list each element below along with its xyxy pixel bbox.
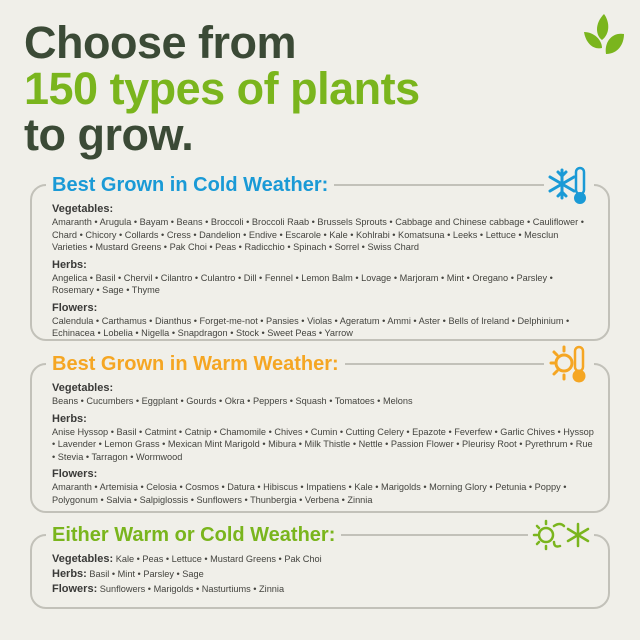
either-weather-header: Either Warm or Cold Weather: — [46, 518, 594, 552]
herbs-label: Herbs: — [52, 412, 87, 425]
cold-weather-title: Best Grown in Cold Weather: — [46, 173, 335, 197]
divider — [338, 184, 540, 186]
herbs-label: Herbs: — [52, 258, 87, 271]
herbs-label: Herbs: — [52, 568, 87, 580]
headline-line-2: 150 types of plants — [24, 63, 420, 114]
snowflake-thermometer-icon — [544, 164, 594, 206]
headline-line-1: Choose from — [24, 17, 297, 68]
cold-weather-list: Vegetables: Amaranth • Arugula • Bayam •… — [52, 198, 594, 340]
vegetables-list: Amaranth • Arugula • Bayam • Beans • Bro… — [52, 217, 584, 252]
flowers-list: Calendula • Carthamus • Dianthus • Forge… — [52, 315, 570, 339]
flowers-list: Sunflowers • Marigolds • Nasturtiums • Z… — [99, 584, 285, 594]
divider — [345, 534, 524, 536]
warm-weather-header: Best Grown in Warm Weather: — [46, 343, 594, 385]
flowers-label: Flowers: — [52, 468, 98, 480]
flowers-label: Flowers: — [52, 583, 98, 595]
leaves-icon — [584, 14, 624, 54]
warm-weather-title: Best Grown in Warm Weather: — [46, 352, 345, 376]
cold-weather-section: Best Grown in Cold Weather: Vegetables: … — [30, 164, 610, 341]
vegetables-label: Vegetables: — [52, 382, 114, 394]
flowers-row: Flowers: Sunflowers • Marigolds • Nastur… — [52, 582, 594, 597]
vegetables-list: Beans • Cucumbers • Eggplant • Gourds • … — [52, 396, 413, 406]
herbs-list: Basil • Mint • Parsley • Sage — [89, 569, 204, 579]
warm-weather-list: Vegetables: Beans • Cucumbers • Eggplant… — [52, 377, 594, 506]
divider — [348, 363, 540, 365]
warm-weather-section: Best Grown in Warm Weather: Vegetables: … — [30, 343, 610, 513]
herbs-row: Herbs: Basil • Mint • Parsley • Sage — [52, 567, 594, 582]
herbs-list: Anise Hyssop • Basil • Catmint • Catnip … — [52, 426, 594, 462]
sun-thermometer-icon — [544, 343, 594, 385]
either-weather-title: Either Warm or Cold Weather: — [46, 523, 342, 547]
either-weather-list: Vegetables: Kale • Peas • Lettuce • Must… — [52, 552, 594, 597]
vegetables-label: Vegetables: — [52, 553, 114, 565]
vegetables-label: Vegetables: — [52, 203, 114, 215]
vegetables-list: Kale • Peas • Lettuce • Mustard Greens •… — [115, 554, 322, 564]
vegetables-row: Vegetables: Kale • Peas • Lettuce • Must… — [52, 552, 594, 567]
either-weather-section: Either Warm or Cold Weather: Vegetables:… — [30, 518, 610, 609]
headline-line-3: to grow. — [24, 109, 194, 160]
sun-snowflake-cycle-icon — [528, 518, 594, 552]
flowers-list: Amaranth • Artemisia • Celosia • Cosmos … — [52, 482, 567, 505]
cold-weather-header: Best Grown in Cold Weather: — [46, 164, 594, 206]
herbs-list: Angelica • Basil • Chervil • Cilantro • … — [52, 272, 553, 296]
flowers-label: Flowers: — [52, 301, 98, 314]
